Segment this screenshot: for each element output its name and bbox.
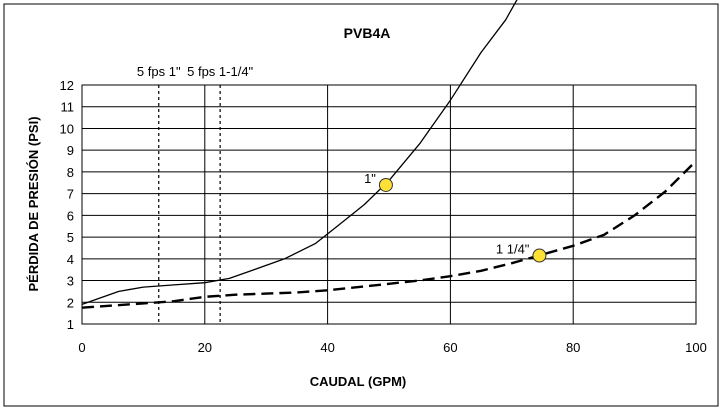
data-point-marker [378, 177, 393, 192]
y-tick-label: 3 [67, 274, 74, 289]
y-tick-label: 4 [67, 252, 74, 267]
data-point-label: 1" [364, 171, 376, 186]
y-tick-label: 10 [60, 121, 74, 136]
y-tick-label: 7 [67, 187, 74, 202]
x-tick-label: 60 [443, 340, 457, 355]
reference-line-label: 5 fps 1-1/4" [187, 64, 253, 79]
chart-outer-border [3, 3, 719, 407]
data-point-marker [532, 248, 547, 263]
annotations: 5 fps 1" 5 fps 1-1/4" 1" 1 1/4" [137, 64, 547, 263]
x-tick-label: 0 [78, 340, 85, 355]
y-tick-label: 12 [60, 78, 74, 93]
y-tick-label: 11 [61, 100, 75, 115]
plot-area [81, 0, 697, 325]
series-line-1-1-4in [81, 160, 697, 309]
x-tick-label: 20 [198, 340, 212, 355]
y-tick-label: 8 [67, 165, 74, 180]
y-tick-label: 9 [67, 143, 74, 158]
y-axis-title: PÉRDIDA DE PRESIÓN (PSI) [26, 116, 41, 291]
chart-title: PVB4A [344, 25, 391, 41]
x-tick-label: 100 [685, 340, 707, 355]
x-tick-label: 80 [566, 340, 580, 355]
reference-line-label: 5 fps 1" [137, 64, 181, 79]
y-tick-label: 5 [67, 230, 74, 245]
y-tick-label: 1 [67, 317, 74, 332]
y-tick-label: 6 [67, 208, 74, 223]
x-tick-label: 40 [320, 340, 334, 355]
x-axis-title: CAUDAL (GPM) [310, 374, 407, 389]
plot-frame [81, 84, 697, 325]
y-tick-label: 2 [67, 295, 74, 310]
series-line-1in [81, 0, 518, 306]
data-point-label: 1 1/4" [496, 242, 530, 257]
